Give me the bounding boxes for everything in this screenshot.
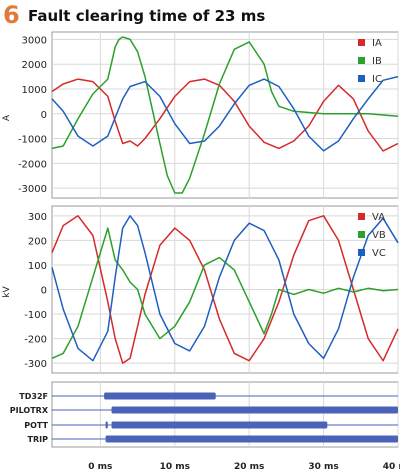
- timeline-label-td32f: TD32F: [19, 392, 48, 401]
- timeline-bar-pott-1: [111, 421, 328, 429]
- figure-number: 6: [3, 1, 20, 29]
- timeline-bar-pott-0: [105, 421, 108, 429]
- ytick-label-1-4: -100: [24, 310, 47, 321]
- ytick-label-0-3: 0: [41, 110, 47, 121]
- ytick-label-0-6: -3000: [18, 184, 47, 195]
- legend-swatch-va: [358, 213, 365, 220]
- xtick-label-1: 10 ms: [160, 462, 190, 472]
- timeline-label-pilotrx: PILOTRX: [10, 406, 49, 415]
- legend-swatch-ia: [358, 39, 365, 46]
- y-axis-label-1: kV: [2, 285, 12, 297]
- ytick-label-1-5: -200: [24, 335, 47, 346]
- xtick-label-0: 0 ms: [88, 462, 112, 472]
- legend-label-ia: IA: [372, 38, 382, 49]
- legend-label-vc: VC: [372, 248, 386, 259]
- legend-swatch-ic: [358, 75, 365, 82]
- xtick-label-3: 30 ms: [308, 462, 338, 472]
- timeline-label-trip: TRIP: [28, 435, 49, 444]
- ytick-label-1-6: -300: [24, 359, 47, 370]
- legend-label-va: VA: [372, 212, 385, 223]
- xtick-label-4: 40 ms: [383, 462, 400, 472]
- timeline-label-pott: POTT: [24, 421, 48, 430]
- timeline-bar-pilotrx-0: [111, 406, 398, 414]
- timeline-bar-td32f-0: [104, 392, 216, 400]
- timeline-bar-trip-0: [105, 435, 399, 443]
- xtick-label-2: 20 ms: [234, 462, 264, 472]
- legend-swatch-vc: [358, 249, 365, 256]
- series-line-ib: [51, 36, 399, 194]
- ytick-label-0-4: -1000: [18, 135, 47, 146]
- plot-frame-0: [51, 31, 399, 199]
- y-axis-label-0: A: [2, 114, 12, 121]
- ytick-label-0-2: 1000: [22, 85, 47, 96]
- series-line-ic: [51, 75, 399, 152]
- legend-swatch-ib: [358, 57, 365, 64]
- legend-label-vb: VB: [372, 230, 386, 241]
- ytick-label-0-1: 2000: [22, 60, 47, 71]
- ytick-label-0-0: 3000: [22, 35, 47, 46]
- ytick-label-1-2: 100: [28, 261, 47, 272]
- ytick-label-1-1: 200: [28, 236, 47, 247]
- legend-label-ib: IB: [372, 56, 382, 67]
- legend-label-ic: IC: [372, 74, 382, 85]
- series-line-vb: [51, 227, 399, 359]
- series-line-vc: [51, 215, 399, 362]
- figure-header: 6 Fault clearing time of 23 ms: [0, 0, 400, 32]
- legend-swatch-vb: [358, 231, 365, 238]
- ytick-label-0-5: -2000: [18, 159, 47, 170]
- ytick-label-1-3: 0: [41, 286, 47, 297]
- series-line-ia: [51, 78, 399, 152]
- figure-title: Fault clearing time of 23 ms: [28, 7, 266, 25]
- ytick-label-1-0: 300: [28, 212, 47, 223]
